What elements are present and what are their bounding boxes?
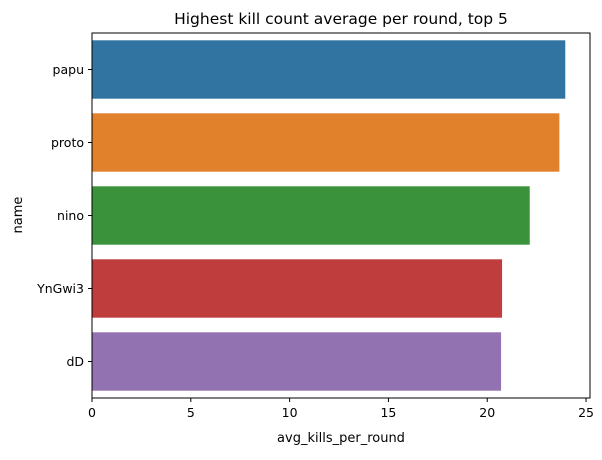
x-tick-label: 5 (187, 405, 195, 420)
x-axis-ticks: 0 5 10 15 20 25 (88, 398, 594, 420)
bar-dd (92, 332, 502, 391)
y-tick-label: papu (53, 62, 84, 77)
y-tick-label: proto (51, 135, 84, 150)
x-axis-label: avg_kills_per_round (277, 431, 405, 446)
x-tick-label: 10 (282, 405, 298, 420)
bar-nino (92, 186, 530, 245)
chart-title: Highest kill count average per round, to… (174, 10, 508, 28)
bars-group (92, 40, 566, 391)
y-tick-label: dD (66, 354, 84, 369)
y-axis-label: name (11, 197, 26, 234)
x-tick-label: 25 (578, 405, 594, 420)
y-tick-label: nino (57, 208, 84, 223)
bar-proto (92, 113, 560, 172)
bar-yngwi3 (92, 259, 503, 318)
x-tick-label: 20 (479, 405, 495, 420)
x-tick-label: 15 (380, 405, 396, 420)
plot-frame (91, 32, 591, 399)
y-tick-label: YnGwi3 (36, 281, 84, 296)
bar-papu (92, 40, 566, 99)
x-tick-label: 0 (88, 405, 96, 420)
y-axis-ticks: papu proto nino YnGwi3 dD (36, 62, 92, 369)
